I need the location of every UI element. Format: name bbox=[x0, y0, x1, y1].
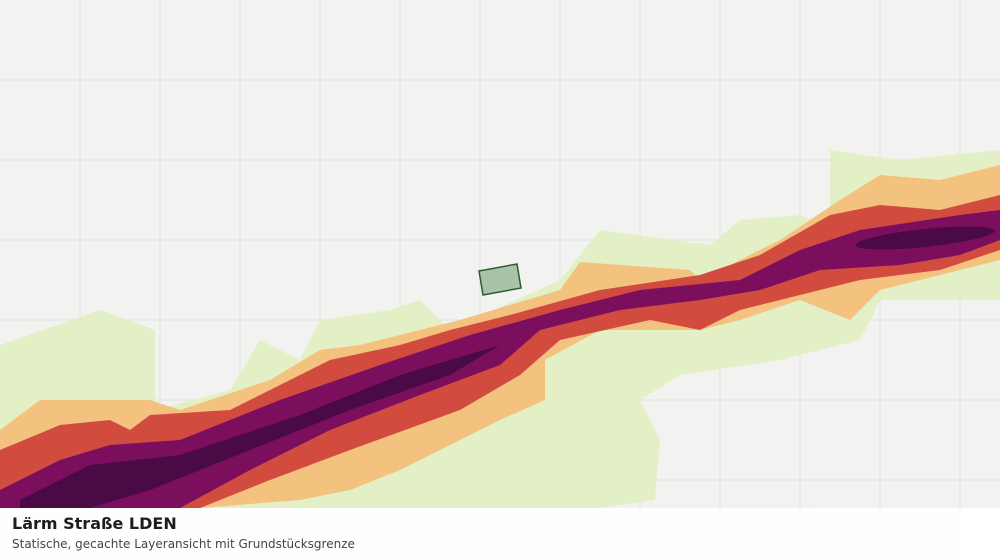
caption-bar: Lärm Straße LDEN Statische, gecachte Lay… bbox=[0, 508, 1000, 560]
map-subtitle: Statische, gecachte Layeransicht mit Gru… bbox=[12, 537, 355, 551]
noise-zone-extreme bbox=[20, 345, 500, 508]
map-canvas bbox=[0, 0, 1000, 508]
map-title: Lärm Straße LDEN bbox=[12, 514, 177, 533]
parcel-boundary[interactable] bbox=[478, 263, 522, 296]
noise-zone-extreme bbox=[855, 226, 995, 250]
